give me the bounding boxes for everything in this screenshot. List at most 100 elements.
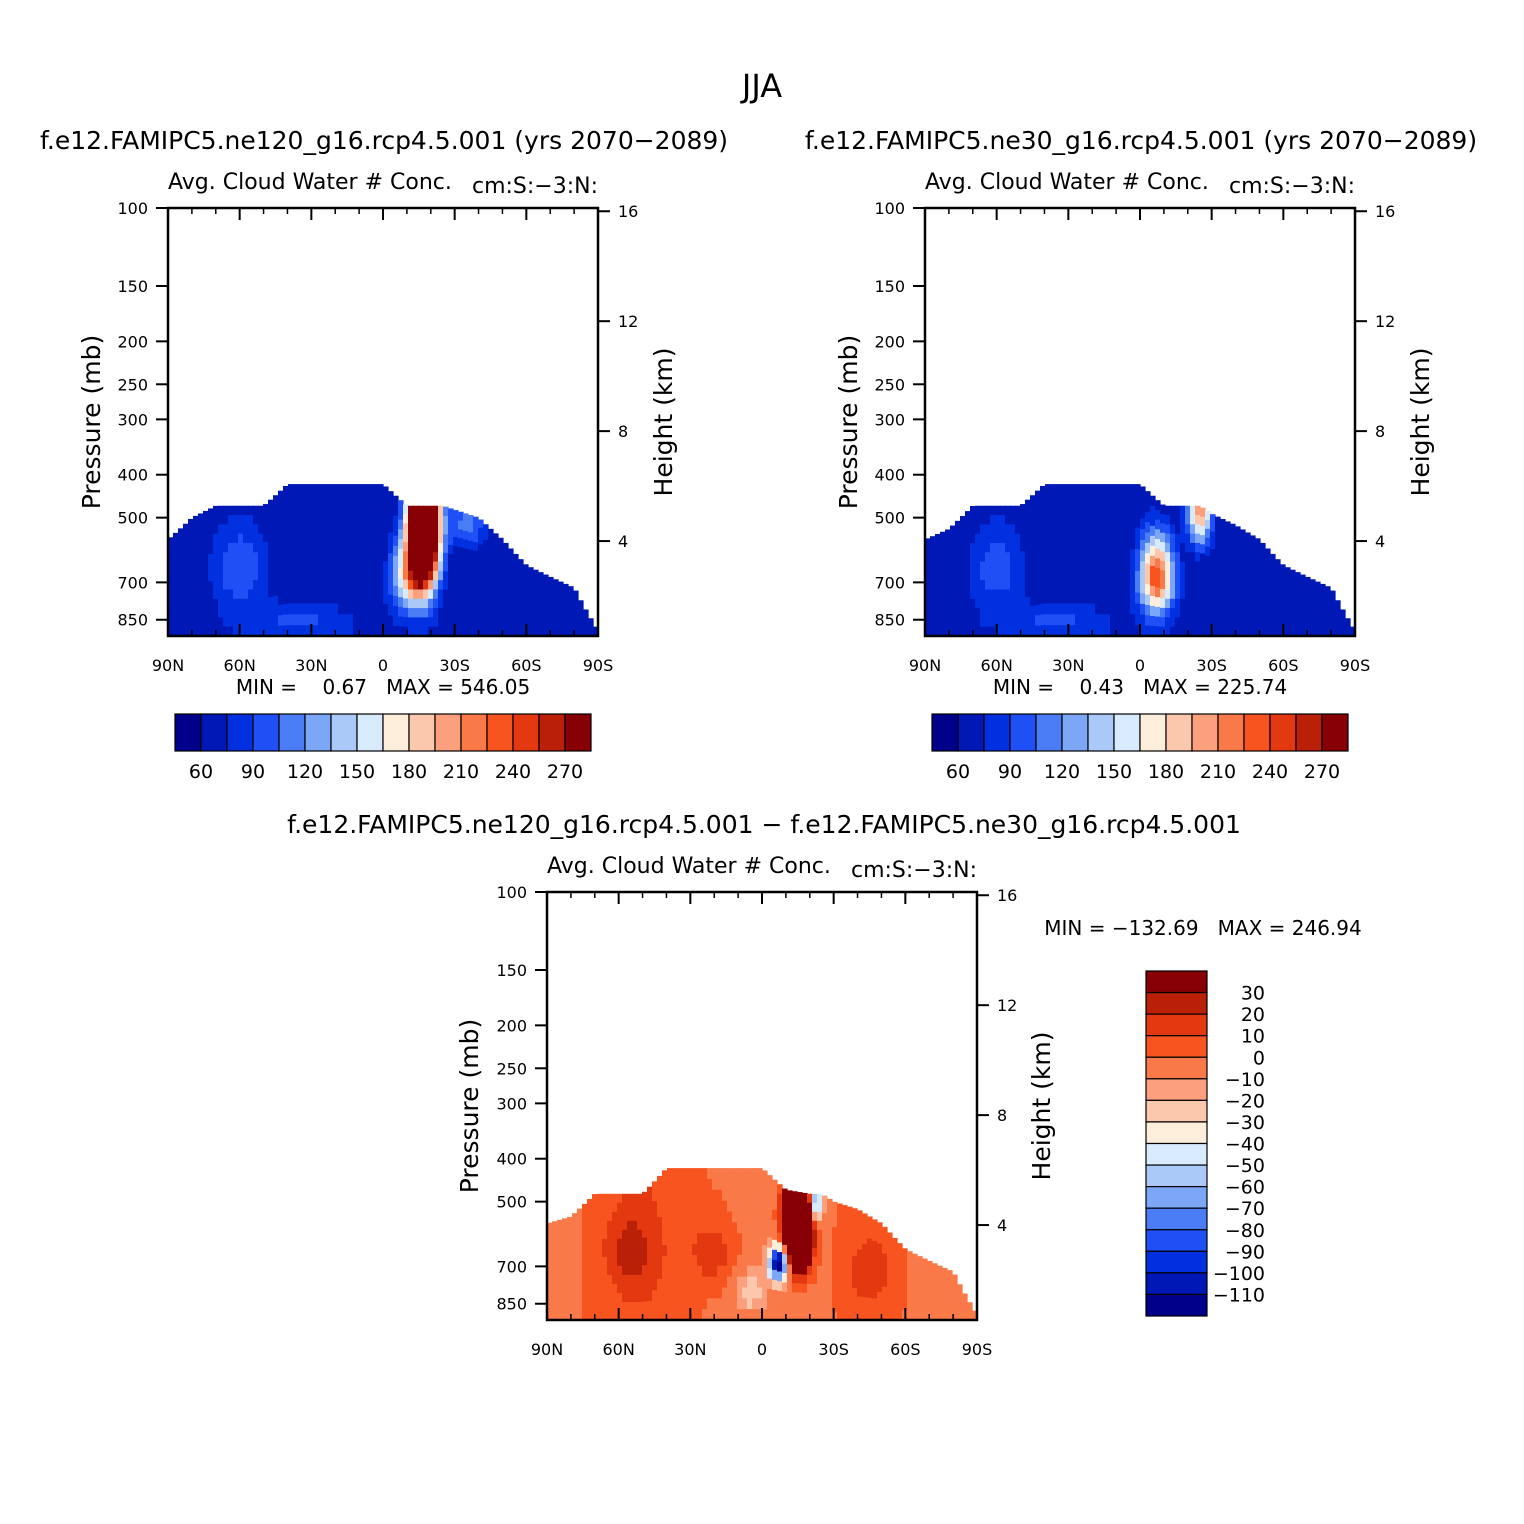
field-cell	[1150, 625, 1156, 637]
field-cell	[413, 561, 419, 572]
field-cell	[687, 1178, 693, 1191]
field-cell	[503, 609, 509, 617]
field-cell	[428, 561, 434, 572]
field-cell	[945, 552, 951, 561]
field-cell	[667, 1211, 673, 1223]
field-cell	[1310, 619, 1316, 625]
field-cell	[393, 525, 399, 537]
field-cell	[398, 587, 404, 598]
field-cell	[862, 1259, 868, 1268]
field-cell	[617, 1283, 623, 1294]
field-cell	[857, 1312, 863, 1321]
field-cell	[558, 616, 564, 622]
field-cell	[383, 550, 389, 562]
field-cell	[413, 505, 419, 516]
colorbar-label: 90	[998, 761, 1022, 783]
field-cell	[323, 570, 329, 583]
field-cell	[912, 1253, 918, 1260]
field-cell	[877, 1236, 883, 1244]
field-cell	[1005, 608, 1011, 618]
field-cell	[1235, 581, 1241, 590]
field-cell	[1015, 598, 1021, 609]
field-cell	[797, 1210, 803, 1221]
colorbar-label: −50	[1225, 1155, 1265, 1177]
panel-a: f.e12.FAMIPC5.ne120_g16.rcp4.5.001 (yrs …	[40, 126, 728, 783]
field-cell	[1100, 581, 1106, 594]
field-cell	[1050, 592, 1056, 605]
field-cell	[258, 542, 264, 553]
field-cell	[1280, 595, 1286, 601]
field-cell	[1280, 569, 1286, 576]
field-cell	[822, 1275, 828, 1286]
field-cell	[483, 620, 489, 629]
field-cell	[578, 613, 584, 617]
field-cell	[283, 625, 289, 637]
field-cell	[493, 584, 499, 593]
field-cell	[1095, 625, 1101, 637]
field-cell	[228, 533, 234, 544]
field-cell	[827, 1250, 833, 1261]
field-cell	[1245, 576, 1251, 585]
field-cell	[917, 1256, 923, 1262]
field-cell	[965, 564, 971, 575]
field-cell	[558, 585, 564, 590]
field-cell	[1290, 598, 1296, 604]
field-cell	[557, 1305, 563, 1314]
field-cell	[722, 1309, 728, 1321]
field-cell	[1160, 626, 1166, 637]
field-cell	[463, 618, 469, 628]
field-cell	[193, 575, 199, 586]
field-cell	[1075, 603, 1081, 615]
field-cell	[762, 1223, 768, 1236]
field-cell	[722, 1211, 728, 1223]
field-cell	[543, 583, 549, 589]
field-cell	[652, 1230, 658, 1242]
field-cell	[1070, 484, 1076, 496]
field-cell	[168, 621, 174, 630]
field-cell	[782, 1207, 788, 1218]
field-cell	[303, 592, 309, 605]
field-cell	[383, 497, 389, 509]
field-cell	[1320, 587, 1326, 592]
field-cell	[747, 1168, 753, 1180]
field-cell	[543, 627, 549, 633]
field-cell	[323, 494, 329, 507]
field-cell	[1320, 583, 1326, 589]
field-cell	[985, 505, 991, 516]
field-cell	[852, 1312, 858, 1321]
field-cell	[403, 617, 409, 628]
field-cell	[463, 583, 469, 593]
field-cell	[458, 520, 464, 531]
field-cell	[807, 1238, 813, 1249]
field-cell	[1170, 580, 1176, 591]
field-cell	[925, 545, 931, 553]
field-cell	[990, 617, 996, 628]
field-cell	[228, 580, 234, 591]
field-cell	[717, 1298, 723, 1310]
field-cell	[1135, 505, 1141, 518]
field-cell	[1135, 527, 1141, 539]
field-cell	[438, 542, 444, 553]
field-cell	[493, 540, 499, 549]
field-cell	[960, 550, 966, 560]
field-cell	[622, 1274, 628, 1285]
field-cell	[353, 516, 359, 529]
field-cell	[1120, 625, 1126, 637]
field-cell	[1280, 600, 1286, 606]
field-cell	[238, 598, 244, 609]
field-cell	[1340, 617, 1346, 620]
field-cell	[627, 1310, 633, 1321]
field-cell	[965, 555, 971, 566]
field-cell	[548, 614, 554, 620]
field-cell	[508, 554, 514, 562]
field-cell	[797, 1310, 803, 1321]
field-cell	[847, 1206, 853, 1216]
field-cell	[922, 1258, 928, 1264]
field-cell	[548, 627, 554, 633]
field-cell	[1215, 533, 1221, 543]
field-cell	[1280, 579, 1286, 586]
field-cell	[847, 1255, 853, 1264]
field-cell	[945, 529, 951, 538]
field-cell	[955, 611, 961, 621]
field-cell	[607, 1247, 613, 1258]
